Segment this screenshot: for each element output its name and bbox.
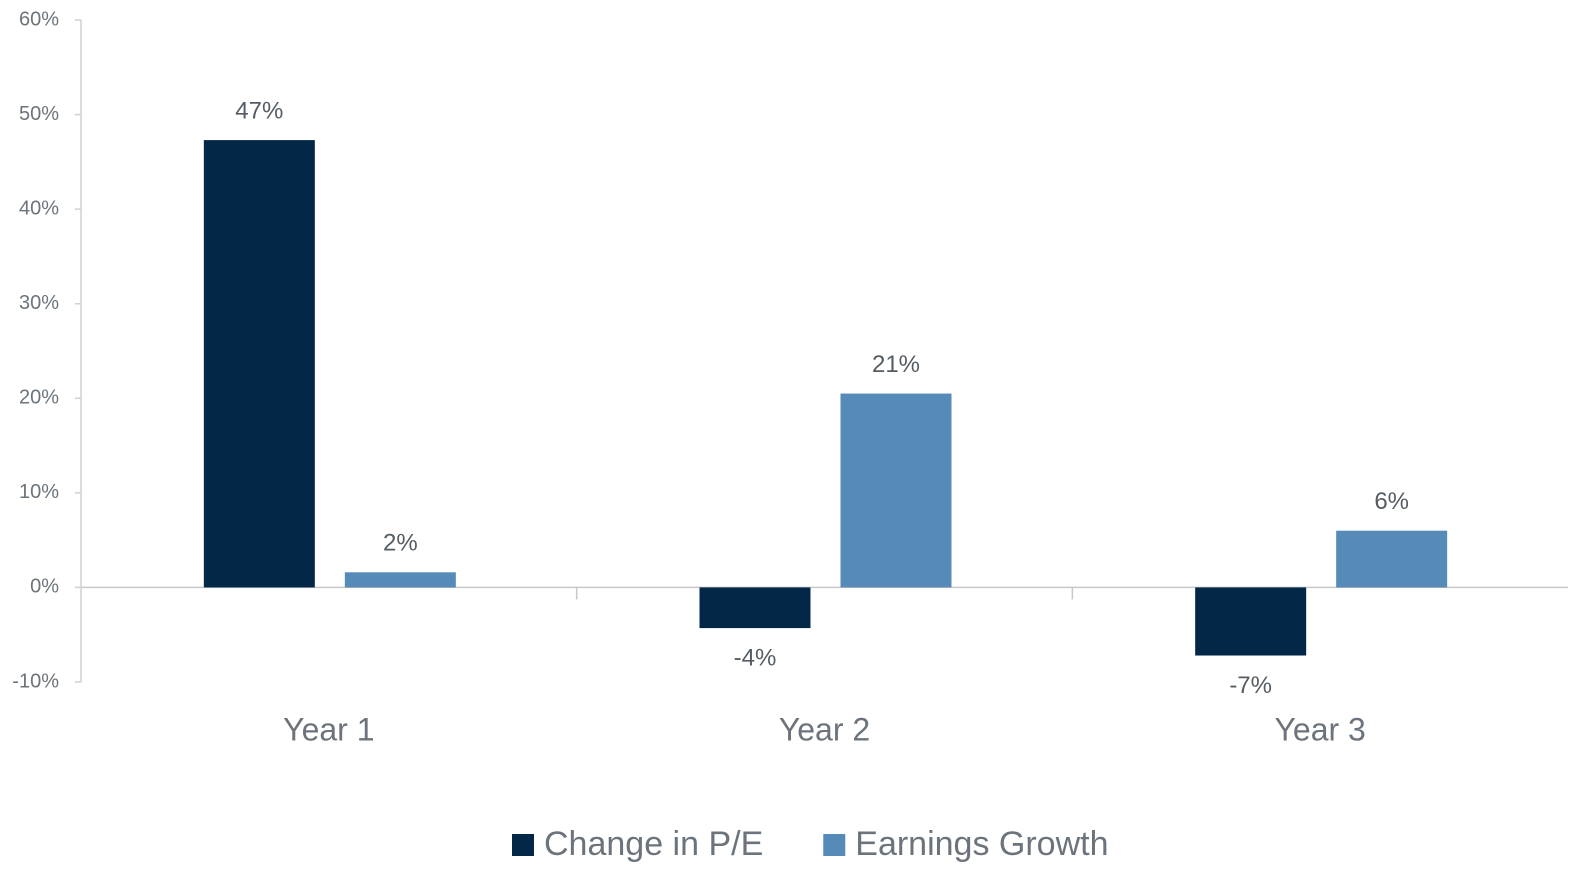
y-tick-label: 20% — [19, 387, 59, 409]
x-tick-label: Year 3 — [1274, 711, 1365, 747]
legend-label: Change in P/E — [544, 825, 763, 863]
x-tick-label: Year 2 — [779, 711, 870, 747]
legend-label: Earnings Growth — [855, 825, 1108, 863]
y-tick-label: -10% — [12, 670, 59, 692]
bar — [1336, 530, 1448, 588]
data-label: 21% — [872, 351, 920, 378]
bar — [203, 140, 315, 588]
bar — [699, 587, 811, 629]
data-label: 2% — [383, 530, 418, 557]
data-label: 6% — [1374, 488, 1409, 515]
legend-swatch — [512, 834, 534, 856]
data-label: -4% — [734, 644, 777, 671]
y-tick-label: 50% — [19, 103, 59, 125]
y-tick-label: 0% — [30, 576, 59, 598]
data-label: 47% — [235, 97, 283, 124]
y-tick-label: 60% — [19, 8, 59, 30]
y-tick-label: 40% — [19, 197, 59, 219]
y-tick-label: 30% — [19, 292, 59, 314]
y-tick-label: 10% — [19, 481, 59, 503]
legend-swatch — [823, 834, 846, 856]
data-label: -7% — [1229, 672, 1272, 699]
bar — [344, 572, 456, 588]
x-tick-label: Year 1 — [283, 711, 374, 747]
bar — [840, 393, 952, 588]
bar — [1195, 587, 1307, 656]
